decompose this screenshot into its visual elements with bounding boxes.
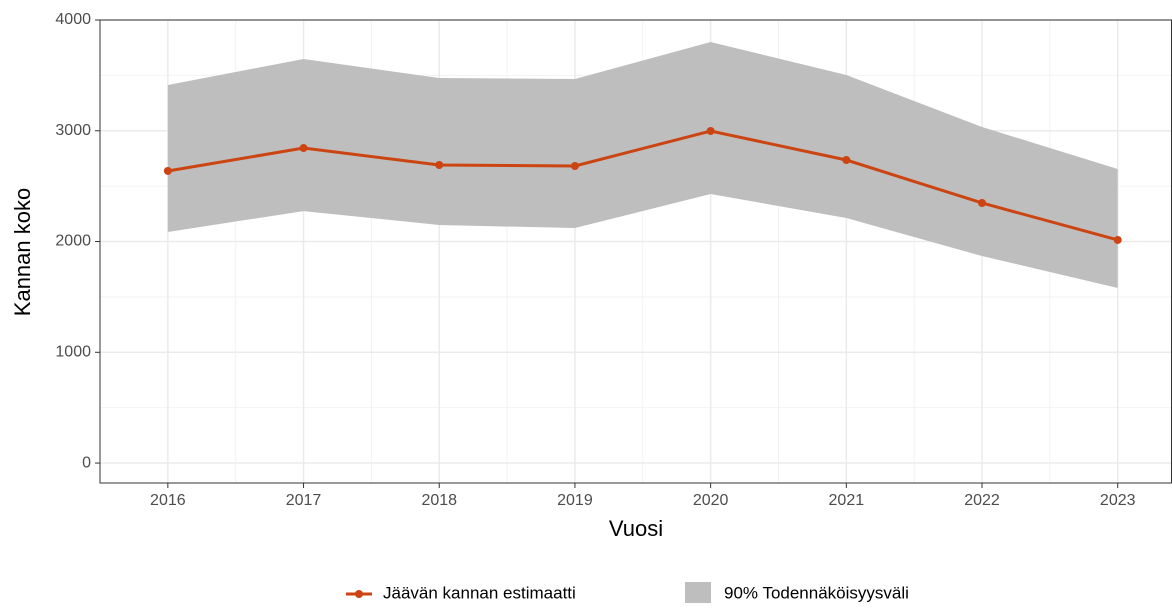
point — [299, 144, 308, 153]
y-tick-label: 4000 — [55, 11, 91, 28]
x-tick-label: 2020 — [693, 492, 729, 509]
y-tick-label: 0 — [82, 454, 91, 471]
x-tick-label: 2017 — [286, 492, 322, 509]
line — [167, 129, 1119, 242]
x-tick-label: 2023 — [1100, 492, 1136, 509]
point — [163, 166, 172, 175]
legend-swatch — [685, 582, 711, 606]
point — [978, 198, 987, 207]
x-tick-label: 2021 — [829, 492, 865, 509]
y-tick-label: 1000 — [55, 344, 91, 361]
confidence-band — [167, 42, 1118, 289]
legend-label: Jäävän kannan estimaatti — [383, 583, 576, 602]
point — [1113, 235, 1122, 244]
x-tick-label: 2022 — [964, 492, 1000, 509]
x-tick-label: 2019 — [557, 492, 593, 509]
x-tick-label: 2018 — [421, 492, 457, 509]
legend-label: 90% Todennäköisyysväli — [724, 583, 909, 602]
point — [842, 156, 851, 165]
y-tick-label: 3000 — [55, 122, 91, 139]
x-tick-label: 2016 — [150, 492, 186, 509]
point — [435, 160, 444, 169]
point — [706, 126, 715, 135]
x-axis-title: Vuosi — [609, 516, 663, 541]
y-axis-title: Kannan koko — [10, 188, 35, 316]
legend-point — [355, 590, 363, 598]
y-tick-label: 2000 — [55, 233, 91, 250]
point — [570, 161, 579, 170]
